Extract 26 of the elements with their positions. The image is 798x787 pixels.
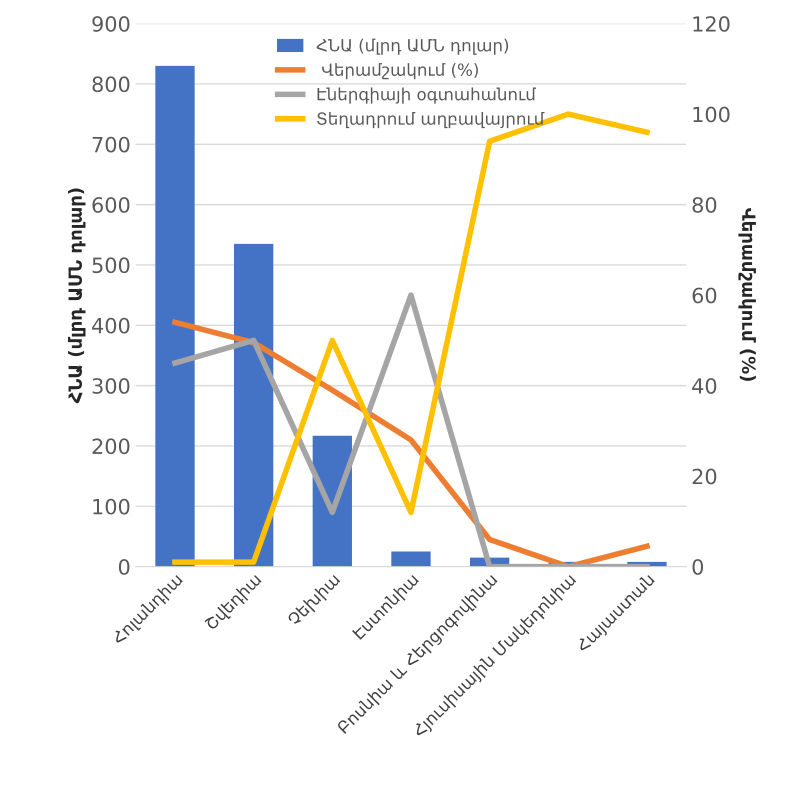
y2-tick-label: 120 (693, 16, 730, 32)
y-tick-label: 400 (92, 318, 130, 334)
legend-label: Վերամշակում (%) (322, 63, 478, 80)
y2-tick-label: 60 (692, 288, 716, 304)
y-tick-label: 600 (92, 197, 130, 213)
bar (234, 244, 274, 567)
bar (155, 66, 195, 567)
y-axis-title: ՀՆԱ (մլրդ ԱՄՆ դոլար) (68, 188, 86, 404)
y2-tick-label: 20 (692, 468, 716, 484)
y-tick-label: 700 (92, 136, 130, 152)
legend-label: Տեղադրում աղբավայրում (317, 112, 544, 128)
y2-tick-label: 40 (692, 378, 716, 394)
y-tick-label: 100 (93, 498, 130, 515)
y2-tick-label: 100 (693, 106, 730, 122)
y2-tick-label: 0 (692, 559, 704, 575)
y2-axis-title: Վերամշակում (%) (738, 208, 756, 381)
y-tick-label: 500 (92, 257, 130, 274)
y-tick-label: 800 (92, 76, 130, 92)
y-tick-label: 900 (92, 16, 130, 32)
y2-tick-label: 80 (692, 197, 716, 213)
y-tick-label: 200 (92, 438, 130, 454)
legend-label: Էներգիայի օգտահանում (318, 88, 536, 104)
y-tick-label: 300 (92, 378, 130, 394)
y-tick-label: 0 (118, 559, 130, 575)
legend-label: ՀՆԱ (մլրդ ԱՄՆ դոլար) (316, 38, 508, 55)
bar (391, 552, 431, 567)
